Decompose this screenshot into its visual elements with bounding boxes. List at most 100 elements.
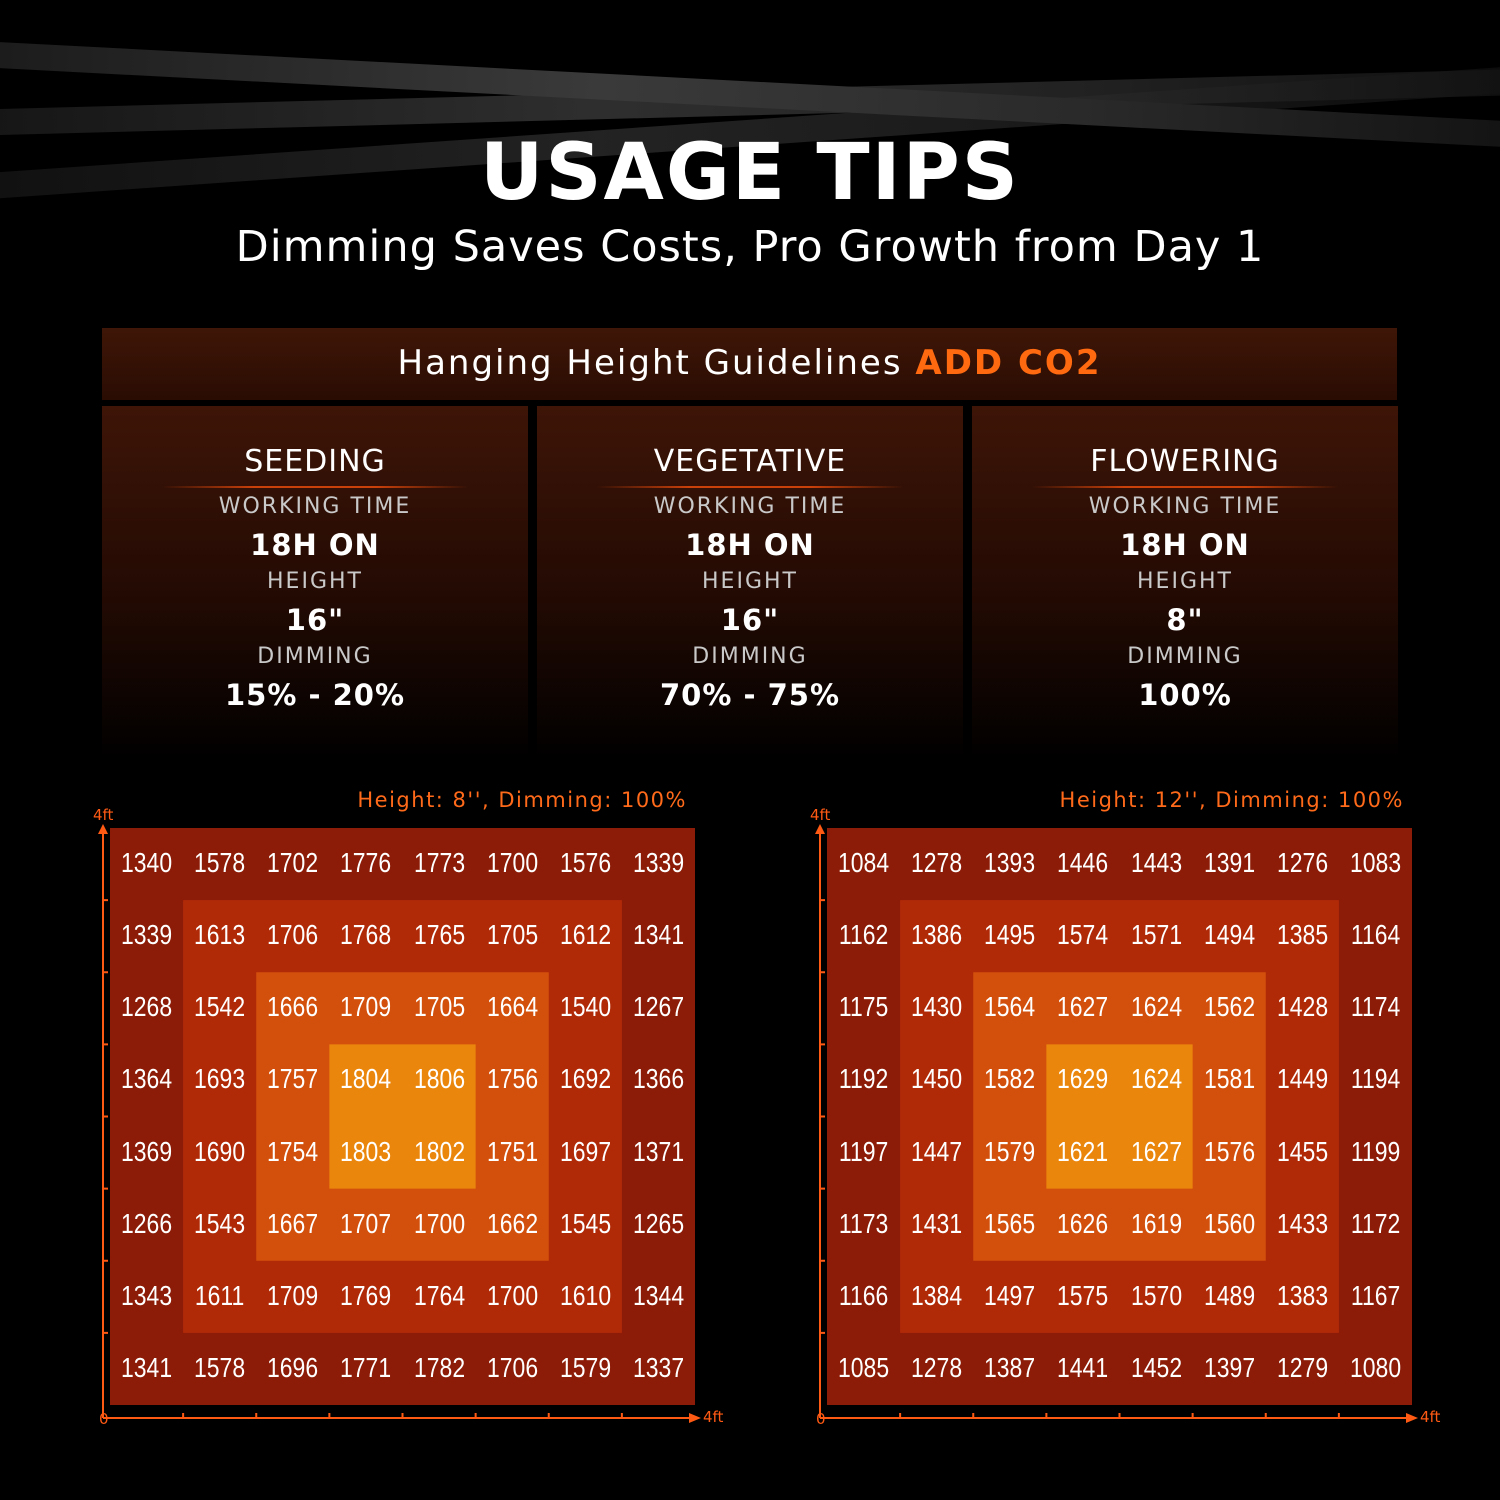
guidelines-title: Hanging Height Guidelines: [397, 343, 903, 383]
ppfd-value: 1386: [911, 919, 963, 951]
ppfd-value: 1706: [267, 919, 319, 951]
ppfd-value: 1431: [911, 1207, 963, 1239]
ppfd-value: 1627: [1057, 991, 1109, 1023]
ppfd-value: 1278: [911, 847, 963, 879]
ppfd-value: 1611: [194, 1279, 245, 1311]
x-axis-label: 4ft: [1420, 1408, 1441, 1426]
ppfd-value: 1582: [984, 1063, 1036, 1095]
ppfd-value: 1702: [267, 847, 319, 879]
ppfd-value: 1433: [1276, 1207, 1328, 1239]
ppfd-value: 1199: [1350, 1135, 1401, 1167]
ppfd-value: 1265: [632, 1207, 684, 1239]
ppfd-value: 1624: [1130, 1063, 1182, 1095]
ppfd-value: 1804: [340, 1063, 392, 1095]
ppfd-value: 1705: [486, 919, 538, 951]
working-time-value: 18H ON: [1120, 528, 1250, 562]
ppfd-value: 1543: [194, 1207, 246, 1239]
ppfd-value: 1565: [984, 1207, 1036, 1239]
ppfd-value: 1428: [1276, 991, 1328, 1023]
ppfd-value: 1757: [267, 1063, 319, 1095]
ppfd-value: 1164: [1350, 919, 1401, 951]
ppfd-value: 1441: [1057, 1351, 1109, 1383]
ppfd-value: 1709: [340, 991, 392, 1023]
ppfd-value: 1447: [911, 1135, 963, 1167]
heat-zone: [329, 1044, 476, 1189]
ppfd-value: 1494: [1203, 919, 1255, 951]
ppfd-value: 1341: [632, 919, 684, 951]
subtitle: Dimming Saves Costs, Pro Growth from Day…: [235, 222, 1265, 272]
x-arrow: [689, 1413, 701, 1423]
ppfd-value: 1387: [984, 1351, 1036, 1383]
ppfd-value: 1560: [1203, 1207, 1255, 1239]
ppfd-value: 1576: [559, 847, 611, 879]
dimming-value: 15% - 20%: [224, 678, 406, 712]
ppfd-value: 1700: [486, 1279, 538, 1311]
ppfd-value: 1268: [121, 991, 173, 1023]
ppfd-value: 1540: [559, 991, 611, 1023]
ppfd-value: 1576: [1203, 1135, 1255, 1167]
ppfd-value: 1803: [340, 1135, 392, 1167]
ppfd-value: 1084: [838, 847, 890, 879]
dimming-label: DIMMING: [1127, 644, 1243, 669]
ppfd-value: 1385: [1276, 919, 1328, 951]
ppfd-value: 1192: [838, 1063, 889, 1095]
working-time-label: WORKING TIME: [1088, 494, 1282, 519]
ppfd-value: 1574: [1057, 919, 1109, 951]
ppfd-value: 1266: [121, 1207, 173, 1239]
ppfd-value: 1705: [413, 991, 465, 1023]
y-axis-label: 4ft: [93, 806, 114, 824]
ppfd-value: 1690: [194, 1135, 246, 1167]
stage-panel: FLOWERING WORKING TIME 18H ON HEIGHT 8" DIMMI…: [972, 406, 1398, 760]
working-time-label: WORKING TIME: [218, 494, 412, 519]
ppfd-value: 1166: [838, 1279, 889, 1311]
ppfd-value: 1340: [121, 847, 173, 879]
ppfd-value: 1337: [632, 1351, 684, 1383]
ppfd-value: 1771: [340, 1351, 392, 1383]
map-title: Height: 12'', Dimming: 100%: [1059, 788, 1404, 812]
height-value: 8": [1166, 603, 1204, 637]
ppfd-value: 1489: [1203, 1279, 1255, 1311]
ppfd-value: 1542: [194, 991, 246, 1023]
ppfd-value: 1764: [413, 1279, 465, 1311]
ppfd-value: 1279: [1276, 1351, 1328, 1383]
ppfd-value: 1626: [1057, 1207, 1109, 1239]
ppfd-value: 1619: [1130, 1207, 1182, 1239]
dimming-label: DIMMING: [257, 644, 373, 669]
y-arrow: [98, 824, 108, 834]
ppfd-value: 1446: [1057, 847, 1109, 879]
ppfd-value: 1452: [1130, 1351, 1182, 1383]
ppfd-value: 1667: [267, 1207, 319, 1239]
ppfd-value: 1571: [1130, 919, 1182, 951]
ppfd-value: 1564: [984, 991, 1036, 1023]
ppfd-value: 1562: [1203, 991, 1255, 1023]
ppfd-value: 1495: [984, 919, 1036, 951]
dimming-label: DIMMING: [692, 644, 808, 669]
ppfd-value: 1806: [413, 1063, 465, 1095]
ppfd-value: 1497: [984, 1279, 1036, 1311]
ppfd-value: 1765: [413, 919, 465, 951]
title: USAGE TIPS: [480, 128, 1020, 218]
ppfd-value: 1384: [911, 1279, 963, 1311]
ppfd-value: 1756: [486, 1063, 538, 1095]
ppfd-value: 1341: [121, 1351, 173, 1383]
ppfd-value: 1545: [559, 1207, 611, 1239]
ppfd-value: 1383: [1276, 1279, 1328, 1311]
height-label: HEIGHT: [702, 569, 798, 594]
stage-name: SEEDING: [244, 444, 386, 479]
height-value: 16": [720, 603, 780, 637]
ppfd-value: 1339: [632, 847, 684, 879]
map-title: Height: 8'', Dimming: 100%: [357, 788, 687, 812]
ppfd-value: 1662: [486, 1207, 538, 1239]
ppfd-value: 1579: [984, 1135, 1036, 1167]
ppfd-value: 1278: [911, 1351, 963, 1383]
ppfd-value: 1391: [1203, 847, 1255, 879]
stage-panel: SEEDING WORKING TIME 18H ON HEIGHT 16" DIMMIN…: [102, 406, 528, 760]
ppfd-value: 1612: [559, 919, 611, 951]
ppfd-value: 1172: [1350, 1207, 1401, 1239]
ppfd-value: 1629: [1057, 1063, 1109, 1095]
x-arrow: [1406, 1413, 1418, 1423]
ppfd-value: 1709: [267, 1279, 319, 1311]
working-time-label: WORKING TIME: [653, 494, 847, 519]
ppfd-value: 1627: [1130, 1135, 1182, 1167]
